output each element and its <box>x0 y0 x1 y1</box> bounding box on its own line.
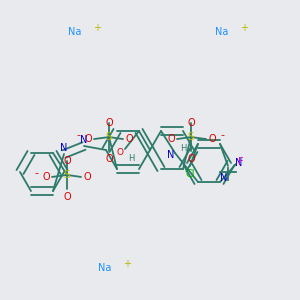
Text: O: O <box>105 118 113 128</box>
Text: N: N <box>235 158 243 168</box>
Text: -: - <box>34 168 38 178</box>
Text: O: O <box>83 172 91 182</box>
Text: S: S <box>64 170 70 180</box>
Text: O: O <box>42 172 50 182</box>
Text: O: O <box>187 154 195 164</box>
Text: O: O <box>208 134 216 144</box>
Text: O: O <box>63 192 71 202</box>
Text: Na: Na <box>68 27 82 37</box>
Text: +: + <box>240 23 248 33</box>
Text: -: - <box>220 130 224 140</box>
Text: N: N <box>167 150 175 160</box>
Text: O: O <box>63 156 71 166</box>
Text: H: H <box>128 154 134 164</box>
Text: O: O <box>187 118 195 128</box>
Text: +: + <box>123 259 131 269</box>
Text: +: + <box>93 23 101 33</box>
Text: Cl: Cl <box>185 169 195 179</box>
Text: O: O <box>105 154 113 164</box>
Text: O: O <box>116 148 124 158</box>
Text: O: O <box>167 134 175 144</box>
Text: Na: Na <box>98 263 112 273</box>
Text: -: - <box>76 130 80 140</box>
Text: F: F <box>238 157 244 167</box>
Text: Na: Na <box>215 27 229 37</box>
Text: S: S <box>188 132 194 142</box>
Text: O: O <box>84 134 92 144</box>
Text: O: O <box>125 134 133 144</box>
Text: S: S <box>106 132 112 142</box>
Text: H: H <box>180 144 186 153</box>
Text: N: N <box>80 135 88 145</box>
Text: N: N <box>60 143 68 153</box>
Text: N: N <box>220 173 228 183</box>
